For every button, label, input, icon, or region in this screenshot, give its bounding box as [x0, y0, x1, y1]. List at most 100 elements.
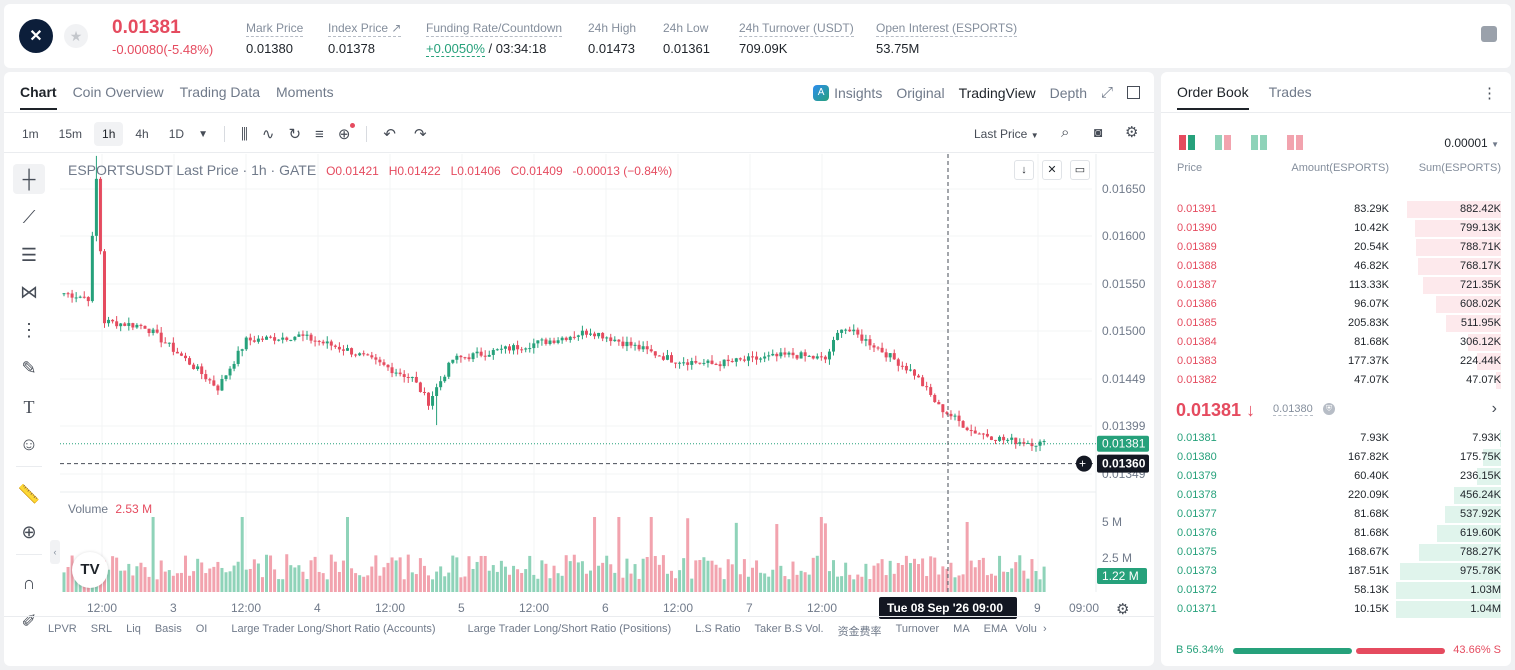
- chevron-right-icon[interactable]: ›: [1491, 400, 1497, 417]
- tradingview-logo-icon[interactable]: TV: [72, 552, 108, 588]
- tab-chart[interactable]: Chart: [20, 84, 57, 110]
- compare-icon[interactable]: ↻: [288, 126, 302, 143]
- stat-open-interest[interactable]: Open Interest (ESPORTS) 53.75M: [876, 21, 1018, 56]
- redo-icon[interactable]: ↷: [413, 126, 427, 143]
- ask-row[interactable]: 0.01391 83.29K 882.42K: [1161, 200, 1511, 219]
- ask-row[interactable]: 0.01382 47.07K 47.07K: [1161, 371, 1511, 390]
- chevron-right-icon[interactable]: ›: [1042, 623, 1047, 635]
- restore-icon[interactable]: ▭: [1070, 160, 1090, 180]
- bid-row[interactable]: 0.01375 168.67K 788.27K: [1161, 543, 1511, 562]
- bid-row[interactable]: 0.01380 167.82K 175.75K: [1161, 448, 1511, 467]
- stat-index-price[interactable]: Index Price ↗ 0.01378: [328, 21, 402, 56]
- indicators-icon[interactable]: ∿: [261, 126, 275, 143]
- layout-bids-icon[interactable]: [1251, 135, 1267, 150]
- layout-both-icon[interactable]: [1179, 135, 1195, 150]
- bid-row[interactable]: 0.01378 220.09K 456.24K: [1161, 486, 1511, 505]
- magnet-icon[interactable]: ∩: [22, 572, 36, 593]
- favorite-star-icon[interactable]: ★: [64, 24, 88, 48]
- chart-settings-icon[interactable]: ⚙: [1116, 601, 1130, 618]
- ask-row[interactable]: 0.01389 20.54K 788.71K: [1161, 238, 1511, 257]
- tab-coin-overview[interactable]: Coin Overview: [72, 84, 164, 100]
- ind-ema[interactable]: EMA: [983, 623, 1008, 635]
- add-alert-icon[interactable]: ⊕: [338, 123, 356, 143]
- tab-order-book[interactable]: Order Book: [1177, 84, 1249, 110]
- ind-oi[interactable]: OI: [195, 623, 208, 635]
- price-chart[interactable]: 0.01650 0.01600 0.01550 0.01500 0.01449 0.013…: [4, 72, 1154, 666]
- emoji-tool-icon[interactable]: ☺: [19, 433, 39, 454]
- collapse-icon[interactable]: ✕: [1042, 160, 1062, 180]
- trendline-tool-icon[interactable]: ⟋: [22, 206, 36, 227]
- view-depth[interactable]: Depth: [1049, 84, 1087, 101]
- tf-15m[interactable]: 15m: [58, 127, 83, 141]
- ind-ls-ratio[interactable]: L.S Ratio: [695, 623, 741, 635]
- bid-row[interactable]: 0.01376 81.68K 619.60K: [1161, 524, 1511, 543]
- layout-asks-icon[interactable]: [1287, 135, 1303, 150]
- ask-row[interactable]: 0.01390 10.42K 799.13K: [1161, 219, 1511, 238]
- ask-row[interactable]: 0.01384 81.68K 306.12K: [1161, 333, 1511, 352]
- tf-1d[interactable]: 1D: [168, 127, 185, 141]
- pencil-icon[interactable]: ✐: [21, 610, 37, 631]
- bid-row[interactable]: 0.01379 60.40K 236.15K: [1161, 467, 1511, 486]
- tf-1h[interactable]: 1h: [94, 122, 124, 146]
- ask-row[interactable]: 0.01383 177.37K 224.44K: [1161, 352, 1511, 371]
- ind-ls-accounts[interactable]: Large Trader Long/Short Ratio (Accounts): [231, 623, 436, 635]
- ind-ls-positions[interactable]: Large Trader Long/Short Ratio (Positions…: [467, 623, 672, 635]
- candle-type-icon[interactable]: ⫼: [240, 125, 248, 143]
- templates-icon[interactable]: ≡: [315, 125, 324, 143]
- ind-ma[interactable]: MA: [953, 623, 970, 635]
- camera-icon[interactable]: ◙: [1094, 124, 1103, 140]
- ask-row[interactable]: 0.01388 46.82K 768.17K: [1161, 257, 1511, 276]
- ind-funding[interactable]: 资金费率: [837, 626, 882, 638]
- text-tool-icon[interactable]: T: [23, 396, 35, 417]
- tab-trading-data[interactable]: Trading Data: [179, 84, 261, 100]
- more-menu-icon[interactable]: ⋮: [1482, 85, 1497, 102]
- tf-1m[interactable]: 1m: [22, 127, 39, 141]
- view-original[interactable]: Original: [896, 84, 945, 101]
- crosshair-tool-icon[interactable]: ┼: [13, 164, 45, 194]
- pattern-tool-icon[interactable]: ⋈: [20, 281, 38, 302]
- stat-funding-rate[interactable]: Funding Rate/Countdown +0.0050% / 03:34:…: [426, 21, 563, 57]
- ask-row[interactable]: 0.01385 205.83K 511.95K: [1161, 314, 1511, 333]
- view-insights[interactable]: A Insights: [813, 84, 882, 101]
- ruler-tool-icon[interactable]: 📏: [17, 483, 41, 504]
- search-icon[interactable]: ⌕: [1061, 124, 1070, 141]
- ask-row[interactable]: 0.01386 96.07K 608.02K: [1161, 295, 1511, 314]
- price-source-select[interactable]: Last Price ▼: [974, 127, 1039, 141]
- shield-icon[interactable]: ⛨: [1323, 403, 1335, 415]
- ind-basis[interactable]: Basis: [154, 623, 182, 635]
- collapse-toolbar-icon[interactable]: ‹: [50, 540, 60, 564]
- ind-lpvr[interactable]: LPVR: [48, 623, 77, 635]
- tab-moments[interactable]: Moments: [276, 84, 334, 100]
- undo-icon[interactable]: ↶: [383, 126, 396, 143]
- tab-trades[interactable]: Trades: [1268, 84, 1312, 100]
- zoom-in-icon[interactable]: ⊕: [21, 521, 37, 542]
- tf-dropdown-icon[interactable]: ▼: [198, 128, 208, 140]
- gear-icon[interactable]: ⚙: [1125, 124, 1139, 141]
- tf-4h[interactable]: 4h: [135, 127, 149, 141]
- expand-icon[interactable]: ⤢: [1100, 84, 1113, 101]
- ind-turnover[interactable]: Turnover: [895, 623, 940, 635]
- fib-tool-icon[interactable]: ☰: [20, 244, 38, 265]
- ask-row[interactable]: 0.01387 113.33K 721.35K: [1161, 276, 1511, 295]
- stat-24h-turnover[interactable]: 24h Turnover (USDT) 709.09K: [739, 21, 854, 56]
- ind-volume[interactable]: Volu: [1015, 623, 1037, 635]
- precision-select[interactable]: 0.00001 ▼: [1444, 136, 1499, 150]
- ind-liq[interactable]: Liq: [126, 623, 141, 635]
- bid-row[interactable]: 0.01372 58.13K 1.03M: [1161, 581, 1511, 600]
- fullscreen-icon[interactable]: [1127, 86, 1140, 99]
- arrow-down-icon[interactable]: ↓: [1014, 160, 1034, 180]
- candle-body: [236, 350, 240, 364]
- ind-taker-vol[interactable]: Taker B.S Vol.: [754, 623, 824, 635]
- mid-price[interactable]: 0.01381 ↓: [1176, 400, 1256, 420]
- brush-tool-icon[interactable]: ✎: [21, 357, 37, 378]
- book-icon[interactable]: [1481, 26, 1497, 42]
- view-tradingview[interactable]: TradingView: [958, 84, 1036, 101]
- bid-row[interactable]: 0.01377 81.68K 537.92K: [1161, 505, 1511, 524]
- stat-mark-price[interactable]: Mark Price 0.01380: [246, 21, 304, 56]
- ind-srl[interactable]: SRL: [90, 623, 113, 635]
- bid-row[interactable]: 0.01371 10.15K 1.04M: [1161, 600, 1511, 619]
- layout-split-icon[interactable]: [1215, 135, 1231, 150]
- bid-row[interactable]: 0.01373 187.51K 975.78K: [1161, 562, 1511, 581]
- prediction-tool-icon[interactable]: ⋮: [20, 319, 38, 340]
- bid-row[interactable]: 0.01381 7.93K 7.93K: [1161, 429, 1511, 448]
